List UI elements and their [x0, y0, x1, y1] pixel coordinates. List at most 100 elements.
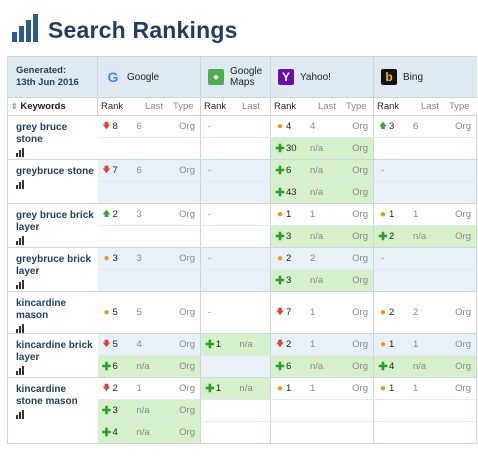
engine-yahoo[interactable]: Y Yahoo! [270, 56, 374, 98]
no-rank: - [208, 307, 212, 318]
rank-cell: ● 2 2 Org [270, 247, 374, 270]
rank-cell: - [373, 247, 477, 270]
type-value: Org [352, 143, 368, 154]
type-value: Org [352, 209, 368, 220]
type-value: Org [455, 307, 471, 318]
rank-value: 1 [215, 339, 222, 350]
last-value: n/a [413, 361, 427, 372]
plus-indicator-icon: ✚ [378, 361, 388, 373]
engine-google-maps[interactable]: ● Google Maps [200, 56, 271, 98]
chart-icon[interactable] [16, 180, 26, 189]
rank-cell [97, 181, 201, 204]
bing-subheader: Rank Last Type [373, 97, 477, 116]
type-value: Org [179, 361, 195, 372]
up-indicator-icon: 🡅 [102, 208, 111, 218]
type-value: Org [352, 275, 368, 286]
type-value: Org [352, 383, 368, 394]
last-value: 3 [136, 253, 142, 264]
rank-value: 1 [389, 209, 395, 220]
last-value: 4 [136, 339, 142, 350]
keyword-link[interactable]: greybruce stone [16, 166, 94, 177]
rank-cell [373, 181, 477, 204]
keyword-cell: greybruce stone [7, 159, 98, 204]
yahoo-icon: Y [278, 69, 294, 85]
rank-cell: ● 3 3 Org [97, 247, 201, 270]
type-value: Org [455, 339, 471, 350]
no-rank: - [381, 165, 385, 176]
table-row: grey bruce stone 🡇 8 6 Org - ● 4 4 Org 🡅 3 6 Org [7, 115, 477, 160]
rank-cell [373, 399, 477, 422]
rank-cell [373, 137, 477, 160]
plus-indicator-icon: ✚ [205, 339, 215, 351]
rank-cell: 🡅 2 3 Org [97, 203, 201, 226]
chart-icon[interactable] [16, 410, 26, 419]
chart-icon[interactable] [16, 148, 26, 157]
type-value: Org [179, 209, 195, 220]
rank-cell [97, 225, 201, 248]
table-row: ✚ 6 n/a Org ✚ 6 n/a Org ✚ 4 n/a Org [8, 355, 477, 378]
dot-indicator-icon: ● [103, 253, 110, 264]
table-row: kincardine mason ● 5 5 Org - 🡇 7 1 Org ● 2 2 Org [7, 291, 477, 334]
no-rank: - [208, 209, 212, 220]
page-title: Search Rankings [48, 17, 238, 43]
sort-icon: ⇕ [11, 102, 18, 111]
down-indicator-icon: 🡇 [275, 306, 285, 316]
dot-indicator-icon: ● [379, 339, 387, 350]
chart-icon[interactable] [16, 366, 26, 375]
rank-value: 30 [286, 143, 297, 154]
table-row: grey bruce brick layer 🡅 2 3 Org - ● 1 1 Org ● 1 1 Or… [7, 203, 477, 248]
table-row: ✚ 3 n/a Org [8, 269, 477, 292]
rank-cell: ● 5 5 Org [97, 291, 201, 334]
last-value: 6 [413, 121, 419, 132]
plus-indicator-icon: ✚ [275, 361, 285, 373]
engine-bing[interactable]: b Bing [373, 56, 477, 98]
keyword-link[interactable]: kincardine mason [16, 298, 67, 321]
rank-cell [373, 269, 477, 292]
table-row: greybruce brick layer ● 3 3 Org - ● 2 2 Org - [7, 247, 477, 292]
rank-value: 1 [389, 339, 395, 350]
type-value: Org [455, 209, 471, 220]
rank-cell: ● 1 1 Org [373, 203, 477, 226]
keyword-cell: greybruce brick layer [7, 247, 98, 292]
keyword-link[interactable]: greybruce brick layer [16, 254, 92, 277]
plus-indicator-icon: ✚ [101, 361, 112, 373]
rank-value: 2 [286, 339, 292, 350]
keywords-column-header[interactable]: ⇕ Keywords [7, 97, 98, 116]
keyword-link[interactable]: grey bruce brick layer [16, 210, 94, 233]
rank-cell: - [200, 159, 271, 182]
engine-google[interactable]: G Google [97, 56, 201, 98]
rank-cell: - [200, 203, 271, 226]
rank-cell: - [373, 159, 477, 182]
rank-cell [373, 421, 477, 444]
keyword-link[interactable]: grey bruce stone [16, 122, 68, 145]
table-row: ✚ 43 n/a Org [8, 181, 477, 204]
rank-cell: 🡇 2 1 Org [97, 377, 201, 400]
maps-subheader: Rank Last [200, 97, 271, 116]
type-value: Org [455, 361, 471, 372]
chart-icon[interactable] [16, 324, 26, 333]
down-indicator-icon: 🡇 [102, 164, 111, 174]
rank-value: 4 [389, 361, 395, 372]
keyword-link[interactable]: kincardine stone mason [16, 384, 78, 407]
rank-cell [200, 399, 271, 422]
dot-indicator-icon: ● [276, 383, 284, 394]
rank-value: 3 [286, 275, 292, 286]
header: Search Rankings [0, 0, 478, 54]
table-row: kincardine brick layer 🡇 5 4 Org ✚ 1 n/a 🡇 2 1 Org ●… [7, 333, 477, 378]
google-maps-icon: ● [208, 69, 224, 85]
type-value: Org [352, 339, 368, 350]
chart-icon[interactable] [16, 236, 26, 245]
rank-cell: - [200, 115, 271, 138]
last-value: 6 [136, 121, 142, 132]
chart-icon[interactable] [16, 280, 26, 289]
type-value: Org [179, 121, 195, 132]
rank-value: 2 [112, 383, 118, 394]
type-value: Org [179, 383, 195, 394]
last-value: n/a [239, 339, 253, 350]
engine-name: Bing [403, 71, 424, 83]
rank-cell: ✚ 6 n/a Org [270, 355, 374, 378]
rank-cell: ● 2 2 Org [373, 291, 477, 334]
type-value: Org [352, 187, 368, 198]
keyword-link[interactable]: kincardine brick layer [16, 340, 93, 363]
last-value: n/a [136, 427, 150, 438]
